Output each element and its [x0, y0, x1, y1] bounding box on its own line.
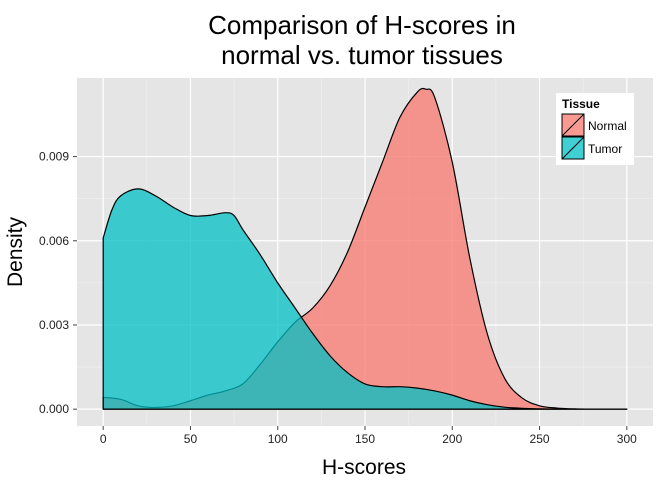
legend-key-slash — [561, 113, 585, 137]
legend-label-normal: Normal — [588, 119, 627, 133]
density-area-tumor — [102, 188, 628, 410]
y-tick-label: 0.006 — [39, 234, 69, 248]
x-axis-label: H-scores — [322, 456, 406, 479]
legend-key-slash — [561, 136, 585, 160]
legend-title: Tissue — [562, 97, 600, 111]
y-axis-label: Density — [4, 216, 27, 287]
chart-title-line-2: normal vs. tumor tissues — [221, 40, 503, 70]
legend-label-tumor: Tumor — [588, 142, 622, 156]
x-tick-label: 200 — [442, 432, 462, 446]
x-tick-label: 300 — [617, 432, 637, 446]
x-tick-label: 50 — [184, 432, 198, 446]
chart-title-line-1: Comparison of H-scores in — [208, 10, 516, 40]
y-tick-label: 0.003 — [39, 318, 69, 332]
x-tick-label: 150 — [355, 432, 375, 446]
legend: Tissue Normal Tumor — [556, 93, 634, 165]
y-axis-ticks: 0.000 0.003 0.006 0.009 — [39, 150, 77, 416]
y-tick-label: 0.009 — [39, 150, 69, 164]
x-tick-label: 250 — [530, 432, 550, 446]
x-axis-ticks: 0 50 100 150 200 250 300 — [100, 426, 637, 446]
y-tick-label: 0.000 — [39, 402, 69, 416]
x-tick-label: 100 — [268, 432, 288, 446]
x-tick-label: 0 — [100, 432, 107, 446]
density-areas — [102, 87, 628, 410]
